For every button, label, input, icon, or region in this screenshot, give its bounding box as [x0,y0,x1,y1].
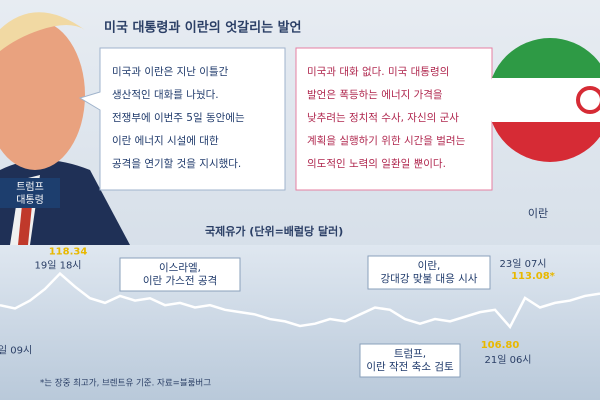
annotation-text: 트럼프, [394,347,426,360]
price-line [0,271,600,330]
value-label: 113.08* [511,271,556,282]
iran-quote-line: 의도적인 노력의 일환일 뿐이다. [307,157,446,170]
trump-quote-line: 이란 에너지 시설에 대한 [112,135,219,147]
annotation-text: 이란 가스전 공격 [143,274,217,287]
trump-photo [0,12,130,245]
trump-label: 대통령 [16,194,44,206]
iran-quote-line: 낮추려는 정치적 수사, 자신의 군사 [307,112,459,124]
annotation-box [367,255,491,290]
annotation-text: 이란, [418,260,441,272]
annotation-text: 강대강 맞불 대응 시사 [381,273,478,285]
x-label: 23일 07시 [499,258,546,270]
trump-quote-line: 생산적인 대화를 나눴다. [112,89,219,101]
annotation-box [359,343,461,378]
value-label: 106.80 [481,340,520,351]
x-label: 일 09시 [0,344,32,356]
annotation-text: 이스라엘, [159,261,201,274]
trump-label: 트럼프 [16,180,44,193]
chart-background [0,245,600,400]
iran-quote-line: 미국과 대화 없다. 미국 대통령의 [307,65,449,78]
annotation-text: 이란 작전 축소 검토 [366,361,454,373]
iran-quote-line: 계획을 실행하기 위한 시간을 벌려는 [307,134,466,147]
trump-quote-line: 공격을 연기할 것을 지시했다. [112,157,241,170]
trump-quote-line: 미국과 이란은 지난 이틀간 [112,66,229,78]
iran-label: 이란 [528,207,548,220]
x-label: 21일 06시 [484,354,531,366]
annotation-box [119,257,241,292]
chart-title: 국제유가 (단위=배럴당 달러) [205,224,343,238]
chart: 국제유가 (단위=배럴당 달러) *는 장중 최고가, 브렌트유 기준. 자료=블… [0,224,600,389]
value-label: 118.34 [49,247,88,258]
trump-quote-line: 전쟁부에 이번주 5일 동안에는 [112,111,245,124]
iran-quote-line: 발언은 폭등하는 에너지 가격을 [307,88,443,101]
header-title: 미국 대통령과 이란의 엇갈리는 발언 [104,20,302,36]
trump-bubble [78,47,286,191]
x-label: 19일 18시 [34,260,81,272]
chart-note: *는 장중 최고가, 브렌트유 기준. 자료=블룸버그 [40,378,211,389]
